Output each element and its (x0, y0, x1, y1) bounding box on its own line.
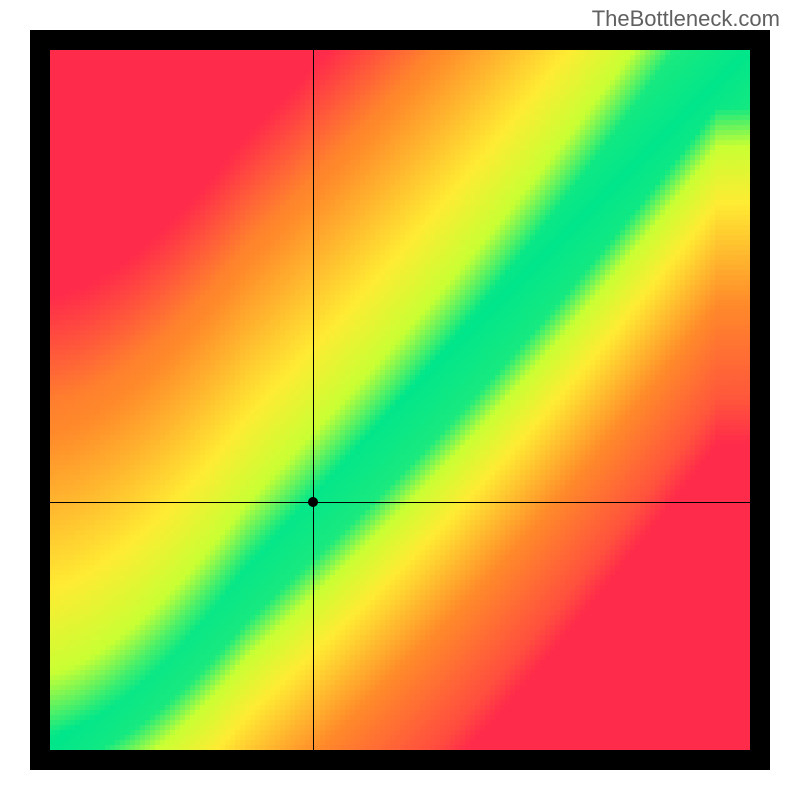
crosshair-marker (308, 497, 318, 507)
chart-container: TheBottleneck.com (0, 0, 800, 800)
chart-frame (30, 30, 770, 770)
crosshair-vertical (313, 50, 314, 750)
heatmap-canvas (50, 50, 750, 750)
crosshair-horizontal (50, 502, 750, 503)
watermark-text: TheBottleneck.com (592, 6, 780, 32)
heatmap-plot (50, 50, 750, 750)
